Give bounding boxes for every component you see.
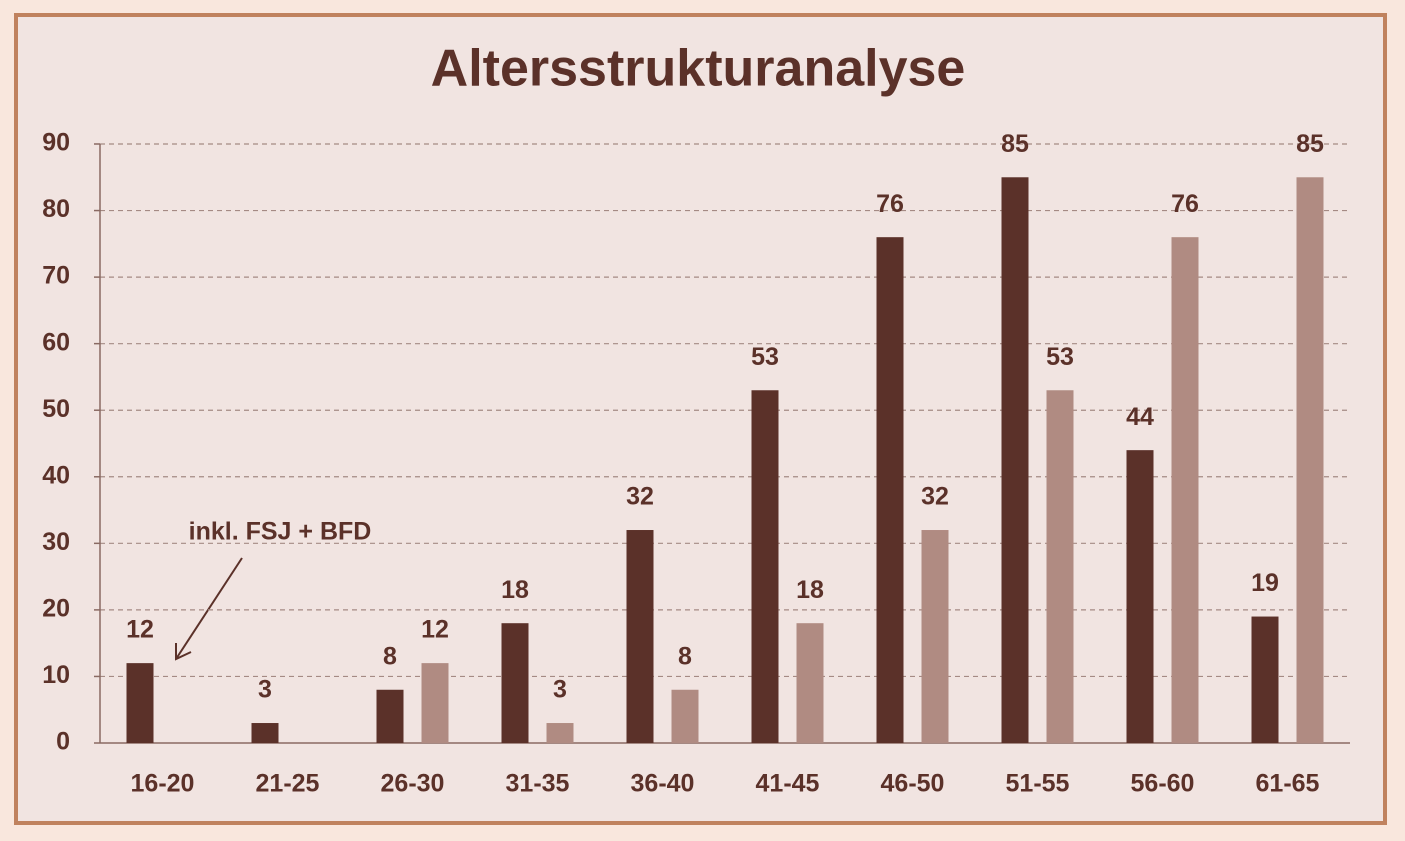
bar bbox=[751, 390, 779, 743]
bar bbox=[876, 237, 904, 743]
value-label: 44 bbox=[1126, 403, 1154, 431]
y-tick-label: 20 bbox=[42, 594, 70, 622]
x-tick-label: 51-55 bbox=[1006, 770, 1070, 798]
bar bbox=[1251, 616, 1279, 743]
y-tick-label: 0 bbox=[56, 728, 70, 756]
y-tick-label: 30 bbox=[42, 528, 70, 556]
y-tick-label: 50 bbox=[42, 395, 70, 423]
value-label: 32 bbox=[626, 483, 654, 511]
bar bbox=[501, 623, 529, 743]
x-tick-label: 61-65 bbox=[1256, 770, 1320, 798]
bar bbox=[1046, 390, 1074, 743]
value-label: 53 bbox=[1046, 343, 1074, 371]
bar bbox=[1001, 177, 1029, 743]
bar bbox=[921, 530, 949, 743]
bar bbox=[251, 723, 279, 743]
x-tick-label: 41-45 bbox=[756, 770, 820, 798]
bar bbox=[796, 623, 824, 743]
x-tick-label: 31-35 bbox=[506, 770, 570, 798]
bar bbox=[671, 689, 699, 743]
value-label: 85 bbox=[1296, 130, 1324, 158]
annotation: inkl. FSJ + BFD bbox=[189, 518, 372, 546]
value-label: 19 bbox=[1251, 569, 1279, 597]
value-label: 53 bbox=[751, 343, 779, 371]
y-tick-label: 10 bbox=[42, 661, 70, 689]
value-label: 85 bbox=[1001, 130, 1029, 158]
x-tick-label: 21-25 bbox=[256, 770, 320, 798]
y-tick-label: 70 bbox=[42, 262, 70, 290]
value-label: 8 bbox=[678, 642, 692, 670]
annotation-arrowhead bbox=[175, 643, 192, 661]
frame bbox=[14, 13, 1387, 825]
bar bbox=[421, 663, 449, 743]
value-label: 3 bbox=[258, 676, 272, 704]
value-label: 76 bbox=[1171, 190, 1199, 218]
x-tick-label: 56-60 bbox=[1131, 770, 1195, 798]
value-label: 32 bbox=[921, 483, 949, 511]
value-label: 76 bbox=[876, 190, 904, 218]
y-tick-label: 60 bbox=[42, 328, 70, 356]
x-tick-label: 46-50 bbox=[881, 770, 945, 798]
chart-title: Altersstrukturanalyse bbox=[431, 40, 966, 98]
value-label: 12 bbox=[126, 616, 154, 644]
y-tick-label: 80 bbox=[42, 195, 70, 223]
bar bbox=[1126, 450, 1154, 743]
bar bbox=[1296, 177, 1324, 743]
y-tick-label: 40 bbox=[42, 461, 70, 489]
x-tick-label: 36-40 bbox=[631, 770, 695, 798]
value-label: 18 bbox=[796, 576, 824, 604]
value-label: 18 bbox=[501, 576, 529, 604]
x-tick-label: 16-20 bbox=[131, 770, 195, 798]
x-tick-label: 26-30 bbox=[381, 770, 445, 798]
value-label: 12 bbox=[421, 616, 449, 644]
bar bbox=[126, 663, 154, 743]
y-tick-label: 90 bbox=[42, 129, 70, 157]
bar bbox=[1171, 237, 1199, 743]
value-label: 3 bbox=[553, 676, 567, 704]
annotation-arrow bbox=[175, 557, 243, 660]
bar bbox=[626, 530, 654, 743]
bar bbox=[376, 689, 404, 743]
value-label: 8 bbox=[383, 642, 397, 670]
bar bbox=[546, 723, 574, 743]
